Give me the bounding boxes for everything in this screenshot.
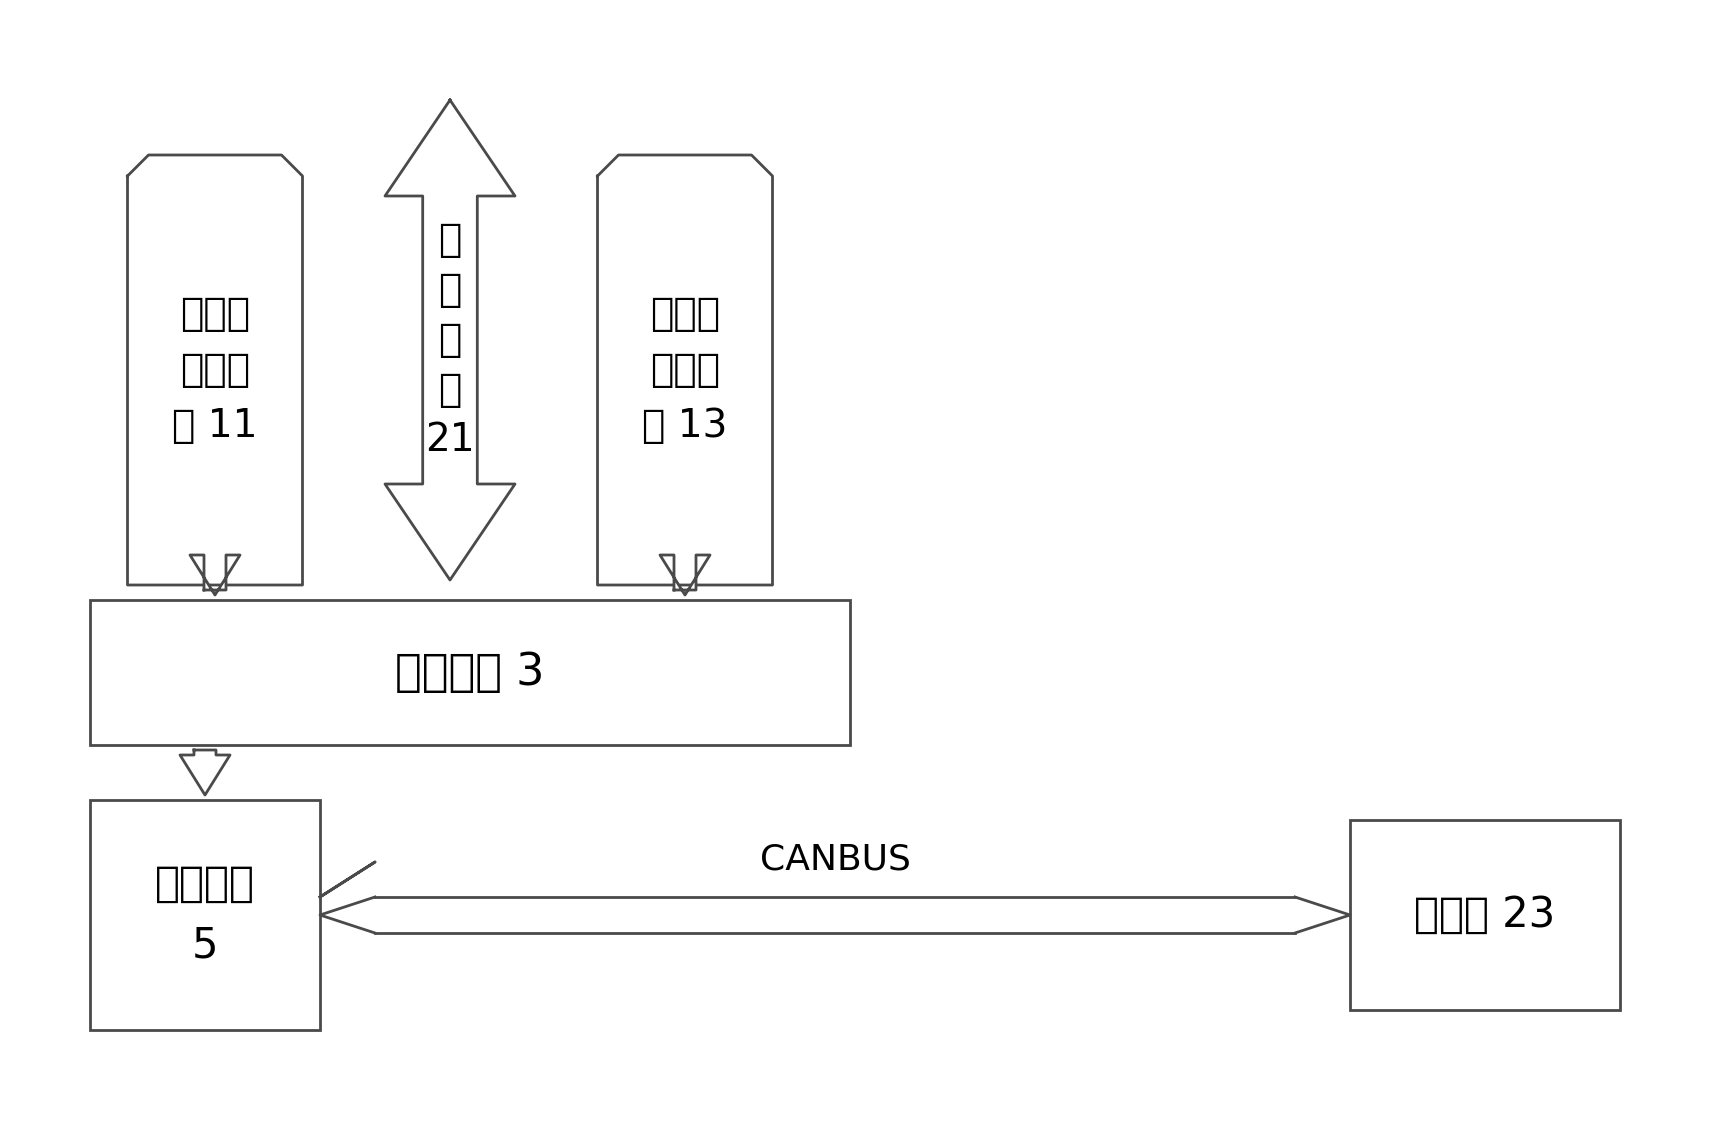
Polygon shape — [385, 99, 515, 580]
Polygon shape — [128, 155, 302, 585]
Bar — [90, 800, 319, 1030]
Text: 解算单元 3: 解算单元 3 — [395, 652, 544, 694]
Bar — [1351, 820, 1620, 1010]
Text: 电涡流
式传感
器 13: 电涡流 式传感 器 13 — [642, 295, 727, 445]
Polygon shape — [598, 155, 772, 585]
Text: 控制单元
5: 控制单元 5 — [155, 863, 256, 967]
Text: 金
属
导
体
21: 金 属 导 体 21 — [425, 221, 475, 459]
Polygon shape — [660, 555, 710, 596]
Text: 电涡流
式传感
器 11: 电涡流 式传感 器 11 — [173, 295, 257, 445]
Text: 控制器 23: 控制器 23 — [1414, 894, 1556, 936]
Text: CANBUS: CANBUS — [760, 844, 910, 877]
Bar — [90, 600, 850, 745]
Polygon shape — [190, 555, 240, 596]
Polygon shape — [180, 750, 230, 796]
